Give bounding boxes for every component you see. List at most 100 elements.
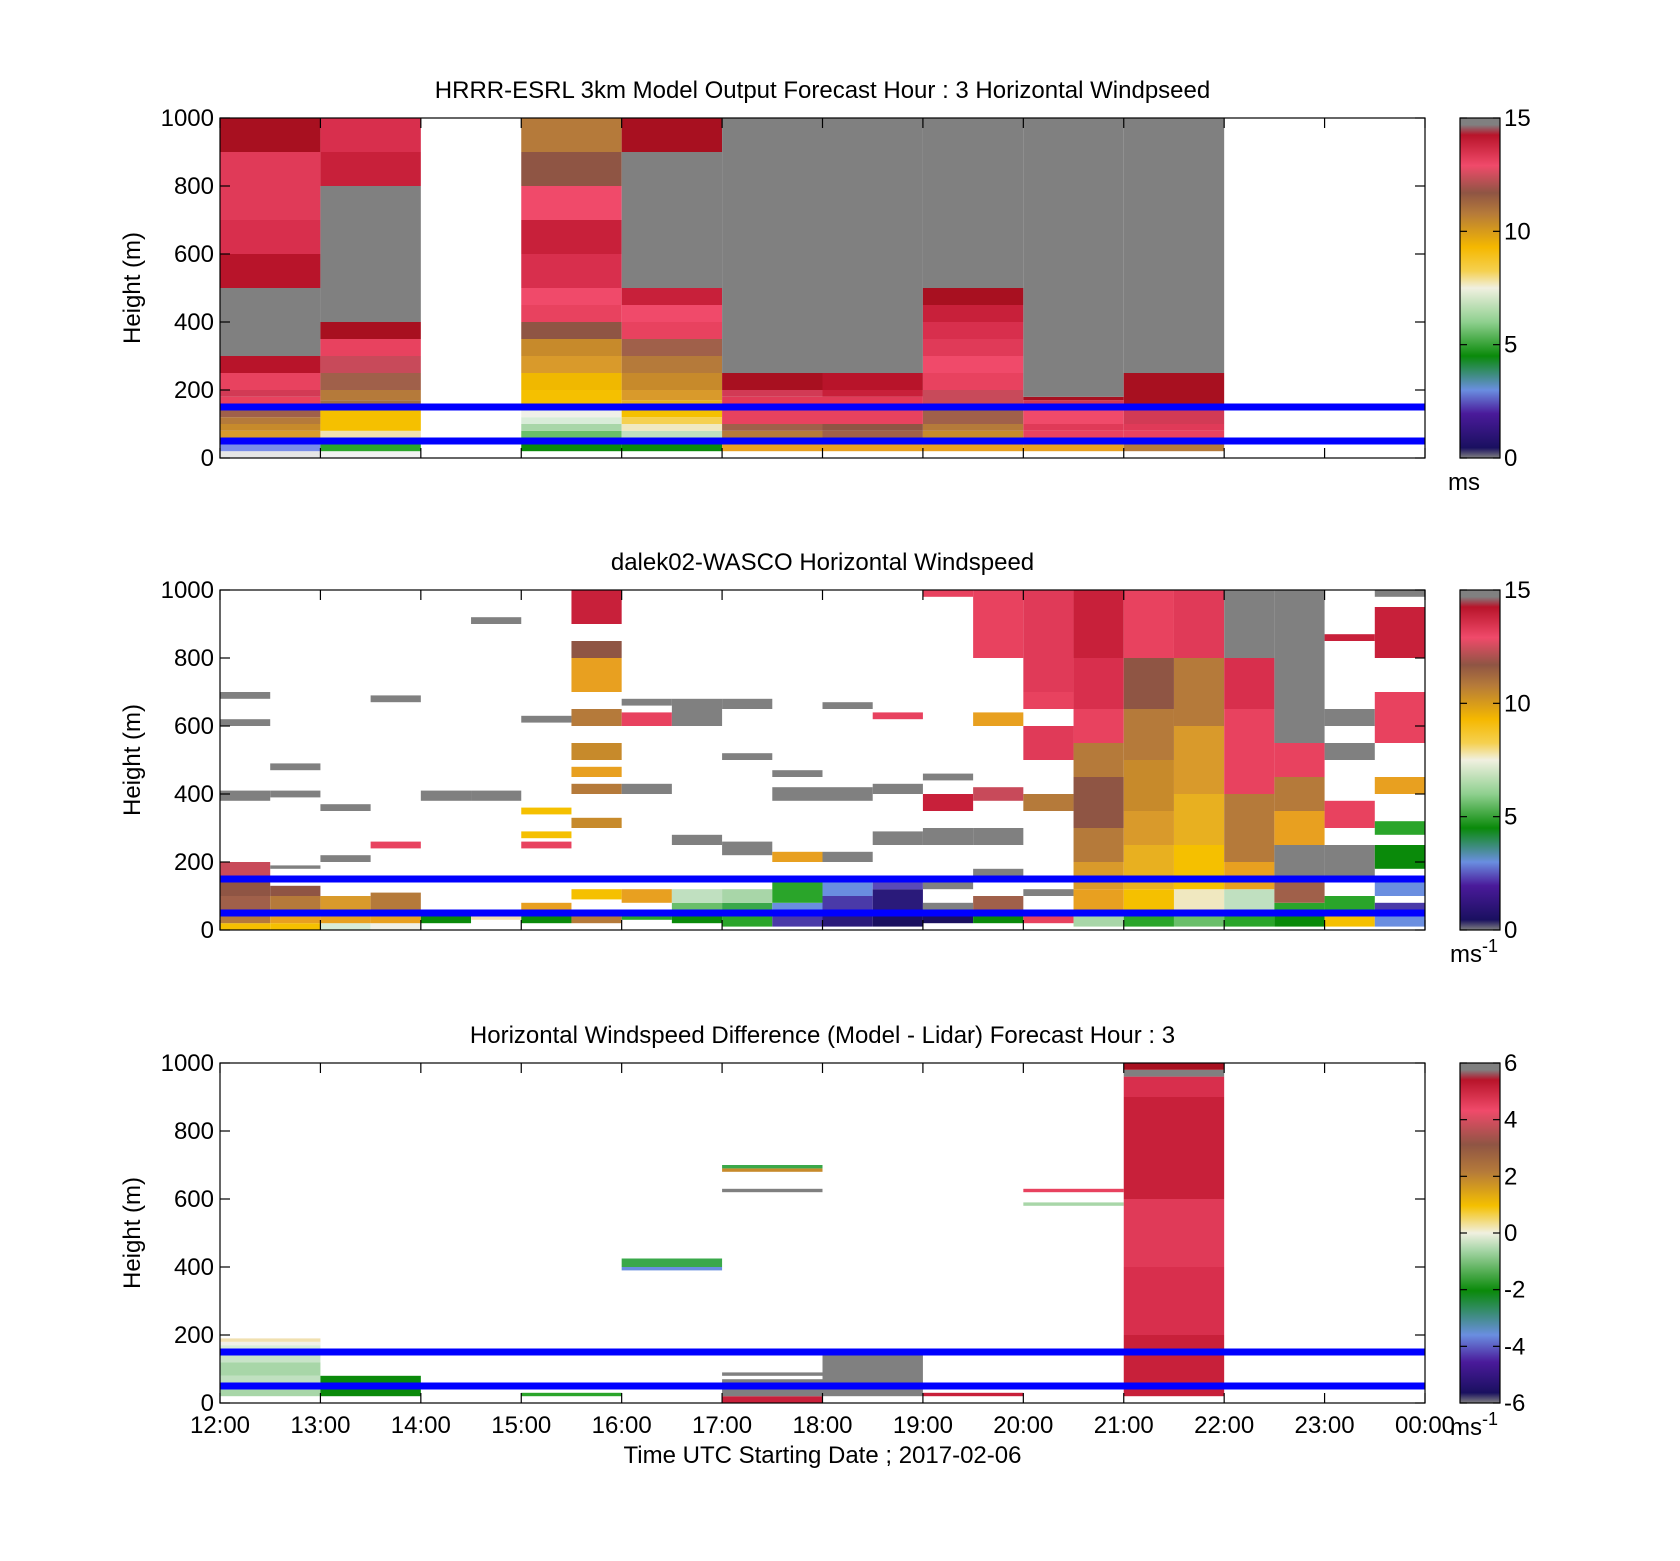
heatmap-cell	[320, 1375, 421, 1383]
y-tick-label: 0	[201, 917, 214, 944]
chart-title: dalek02-WASCO Horizontal Windspeed	[611, 549, 1034, 576]
heatmap-cell	[621, 356, 723, 373]
heatmap-cell	[220, 719, 271, 726]
heatmap-cell	[922, 444, 1024, 452]
heatmap-cell	[973, 787, 1024, 801]
heatmap-cell	[571, 658, 622, 692]
heatmap-cell	[521, 118, 622, 152]
heatmap-cell	[772, 770, 823, 777]
heatmap-cell	[420, 919, 472, 930]
heatmap-cell	[270, 885, 321, 896]
colorbar: -6 -4 -2 0 2 4 6 ms-1	[1450, 1050, 1525, 1441]
heatmap-cell	[1073, 658, 1124, 709]
panel-3: 0 200 400 600 800 1000 12:00 13:00 14:00 15:00 16:…	[119, 1022, 1525, 1469]
heatmap-cell	[1374, 607, 1425, 658]
heatmap-cell	[521, 254, 622, 288]
heatmap-cell	[671, 916, 723, 924]
x-tick-label: 17:00	[692, 1412, 752, 1439]
heatmap-cell	[671, 834, 723, 845]
heatmap-cell	[220, 220, 321, 254]
heatmap-cell	[370, 923, 421, 930]
heatmap-cell	[1224, 590, 1275, 658]
x-tick-label: 15:00	[491, 1412, 551, 1439]
x-tick-label: 14:00	[391, 1412, 451, 1439]
y-tick-label: 1000	[161, 577, 214, 604]
heatmap-cell	[471, 617, 522, 624]
heatmap-cell	[1023, 1188, 1124, 1193]
heatmap-cell	[220, 444, 321, 452]
y-axis-label: Height (m)	[119, 704, 146, 816]
heatmap-cell	[1023, 444, 1124, 452]
heatmap-cell	[973, 896, 1024, 910]
heatmap-cell	[822, 916, 873, 927]
heatmap-cell	[521, 916, 572, 924]
heatmap-cell	[220, 410, 321, 418]
heatmap-cell	[922, 1392, 1024, 1397]
heatmap-cell	[621, 152, 723, 288]
heatmap-cell	[822, 424, 923, 431]
x-tick-label: 19:00	[893, 1412, 953, 1439]
colorbar-gradient	[1459, 589, 1501, 931]
heatmap-cell	[1123, 1069, 1225, 1077]
x-tick-label: 00:00	[1395, 1412, 1455, 1439]
heatmap-cell	[922, 288, 1024, 305]
heatmap-cell	[722, 916, 773, 927]
heatmap-cell	[521, 186, 622, 220]
heatmap-cell	[521, 410, 622, 418]
y-tick-label: 600	[174, 713, 214, 740]
heatmap-cell	[1123, 845, 1174, 890]
heatmap-cell	[1324, 845, 1375, 879]
colorbar-tick-label: 6	[1504, 1050, 1517, 1077]
y-tick-label: 400	[174, 309, 214, 336]
heatmap-cell	[922, 390, 1024, 404]
heatmap-cell	[220, 862, 271, 879]
heatmap-cell	[1374, 845, 1425, 869]
heatmap-cell	[1073, 777, 1124, 828]
heatmap-cell	[722, 753, 773, 760]
heatmap-cell	[922, 339, 1024, 356]
heatmap-cell	[722, 373, 823, 390]
heatmap-cell	[621, 783, 672, 794]
heatmap-cell	[320, 444, 421, 452]
heatmap-cell	[621, 712, 672, 726]
colorbar-unit-superscript: -1	[1482, 1409, 1498, 1429]
heatmap-cell	[822, 373, 923, 390]
heatmap-cell	[621, 305, 723, 322]
heatmap-cell	[220, 1362, 321, 1376]
colorbar-tick-label: 10	[1504, 218, 1531, 245]
colorbar-tick-label: -6	[1504, 1390, 1525, 1417]
heatmap-cell	[922, 902, 974, 910]
heatmap-cell	[1123, 424, 1225, 431]
x-tick-label: 23:00	[1295, 1412, 1355, 1439]
heatmap-cell	[320, 896, 371, 913]
heatmap-cell	[1123, 811, 1174, 845]
heatmap-cell	[1224, 916, 1275, 927]
heatmap-cell	[722, 430, 823, 438]
heatmap-cell	[621, 417, 723, 424]
heatmap-cell	[571, 709, 622, 726]
heatmap-cell	[1274, 743, 1325, 777]
heatmap-cell	[521, 373, 622, 390]
heatmap-cell	[220, 430, 321, 438]
heatmap-cell	[822, 430, 923, 438]
heatmap-cell	[973, 828, 1024, 845]
y-tick-label: 1000	[161, 105, 214, 132]
heatmap-cell	[220, 396, 321, 404]
heatmap-cell	[722, 444, 823, 452]
heatmap-cell	[1173, 590, 1225, 658]
y-tick-label: 600	[174, 241, 214, 268]
heatmap-cell	[1023, 424, 1124, 431]
heatmap-cell	[1374, 590, 1425, 597]
heatmap-cell	[521, 451, 622, 458]
heatmap-cell	[320, 322, 421, 339]
heatmap-cell	[1023, 726, 1074, 760]
heatmap-cell	[571, 783, 622, 794]
heatmap-cell	[1123, 1267, 1225, 1335]
heatmap-cell	[521, 444, 622, 452]
heatmap-cell	[521, 390, 622, 404]
heatmap-cell	[571, 766, 622, 777]
heatmap-cell	[822, 702, 873, 709]
colorbar-unit: ms-1	[1450, 1409, 1498, 1441]
y-tick-label: 400	[174, 1254, 214, 1281]
heatmap-cell	[1324, 743, 1375, 760]
